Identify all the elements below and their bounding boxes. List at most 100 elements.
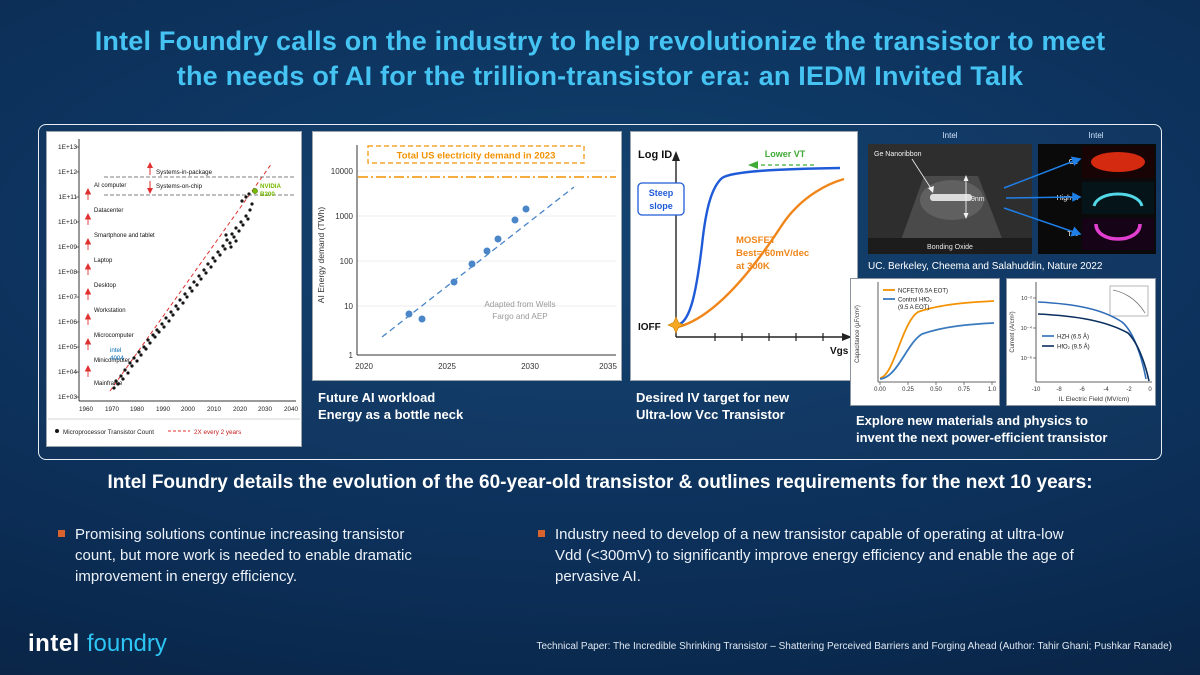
svg-text:0.00: 0.00 (874, 387, 886, 393)
svg-text:2035: 2035 (599, 362, 617, 371)
svg-text:10⁻²: 10⁻² (1021, 296, 1032, 302)
gridlines (357, 170, 616, 307)
svg-text:Datacenter: Datacenter (94, 208, 123, 214)
svg-text:AI computer: AI computer (94, 183, 126, 189)
x-tick-labels: -10 -8 -6 -4 -2 0 (1032, 387, 1153, 393)
svg-text:0.50: 0.50 (930, 387, 942, 393)
y-tick-labels: 10⁻² 10⁻⁴ 10⁻⁶ (1021, 296, 1033, 362)
svg-text:1E+03: 1E+03 (58, 394, 77, 401)
slide-title: Intel Foundry calls on the industry to h… (0, 24, 1200, 94)
svg-text:2040: 2040 (284, 406, 299, 413)
legend-points-label: Microprocessor Transistor Count (63, 429, 154, 436)
x-axis-label: IL Electric Field (MV/cm) (1059, 396, 1130, 403)
fig2-caption-line1: Future AI workload (318, 390, 436, 405)
fig3-caption: Desired IV target for new Ultra-low Vcc … (636, 389, 789, 423)
svg-text:-4: -4 (1103, 387, 1109, 393)
slide-title-line2: the needs of AI for the trillion-transis… (176, 61, 1024, 91)
bullet-item-2: Industry need to develop of a new transi… (538, 524, 1083, 587)
y-tick-labels: 1E+13 1E+12 1E+11 1E+10 1E+09 1E+08 1E+07 1E… (58, 144, 77, 401)
log-id-label: Log ID (638, 149, 672, 161)
y-ticks (1033, 297, 1036, 359)
svg-text:Minicomputer: Minicomputer (94, 358, 130, 364)
svg-text:1E+12: 1E+12 (58, 169, 77, 176)
slide-title-line1: Intel Foundry calls on the industry to h… (94, 26, 1106, 56)
material-thumbnails: Ge High-K TiN (1038, 144, 1156, 254)
svg-text:2010: 2010 (207, 406, 222, 413)
svg-text:100: 100 (340, 257, 354, 266)
bullet-text-2: Industry need to develop of a new transi… (555, 526, 1074, 585)
svg-text:1E+07: 1E+07 (58, 294, 77, 301)
intel-foundry-logo: intel foundry (28, 630, 167, 658)
tem-image: Ge Nanoribbon 9nm Bonding Oxide (868, 144, 1032, 254)
axes (356, 145, 616, 356)
svg-text:2000: 2000 (181, 406, 196, 413)
intel-4004-annotation: intel 4004 (110, 347, 124, 362)
svg-text:1E+10: 1E+10 (58, 219, 77, 226)
ioff-star (667, 316, 685, 334)
y-axis-label: Current (A/cm²) (1010, 311, 1016, 352)
inset-curve (1112, 289, 1146, 314)
leakage-legend: HZH (6.5 Å) HfO₂ (9.5 Å) (1042, 334, 1090, 351)
y-axis-label: Capacitance (µF/cm²) (855, 305, 861, 363)
svg-text:1980: 1980 (130, 406, 145, 413)
systems-on-chip-label: Systems-on-chip (156, 183, 203, 190)
figures-panel (38, 124, 1162, 460)
svg-text:1: 1 (349, 351, 354, 360)
svg-text:-10: -10 (1032, 387, 1041, 393)
berkeley-citation: UC. Berkeley, Cheema and Salahuddin, Nat… (868, 261, 1103, 272)
intel-label-left: Intel (942, 131, 957, 140)
bullet-text-1: Promising solutions continue increasing … (75, 526, 412, 585)
svg-text:HZH (6.5 Å): HZH (6.5 Å) (1057, 334, 1089, 341)
leakage-plot: 10⁻² 10⁻⁴ 10⁻⁶ HZH (6.5 Å) HfO₂ (9.5 Å) … (1006, 278, 1156, 406)
svg-text:10: 10 (344, 302, 353, 311)
materials-images: Intel Intel Ge Nanoribbon 9nm Bonding Ox… (868, 131, 1156, 254)
svg-text:1.0: 1.0 (988, 387, 997, 393)
x-ticks (714, 333, 824, 341)
fig4-caption: Explore new materials and physics to inv… (856, 412, 1107, 446)
svg-text:B200: B200 (260, 191, 275, 198)
technical-paper-note: Technical Paper: The Incredible Shrinkin… (536, 641, 1172, 652)
svg-text:Mainframe: Mainframe (94, 381, 123, 387)
svg-text:2020: 2020 (355, 362, 373, 371)
svg-text:-2: -2 (1126, 387, 1132, 393)
bullet-marker (58, 530, 65, 537)
svg-text:0.75: 0.75 (958, 387, 970, 393)
svg-text:1E+11: 1E+11 (59, 194, 78, 201)
svg-text:1960: 1960 (79, 406, 94, 413)
ai-energy-chart: 10000 1000 100 10 1 2020 2025 2030 2035 AI E… (312, 131, 622, 381)
fig3-caption-line1: Desired IV target for new (636, 390, 790, 405)
svg-text:Laptop: Laptop (94, 258, 113, 264)
svg-text:Fargo and AEP: Fargo and AEP (492, 312, 548, 321)
svg-text:10000: 10000 (331, 167, 354, 176)
svg-text:0.25: 0.25 (902, 387, 914, 393)
steep-slope-curve (677, 166, 841, 327)
transistor-count-chart: 1E+13 1E+12 1E+11 1E+10 1E+09 1E+08 1E+07 1E… (46, 131, 302, 447)
svg-text:2030: 2030 (521, 362, 539, 371)
ai-trend-line (381, 186, 575, 338)
svg-text:(9.5 A EOT): (9.5 A EOT) (898, 305, 929, 311)
systems-dashed-lines (104, 176, 294, 196)
ge-nanoribbon-label: Ge Nanoribbon (874, 151, 922, 158)
capacitance-plot: NCFET(6.5A EOT) Control HfO₂ (9.5 A EOT)… (850, 278, 1000, 406)
chart-legend: Microprocessor Transistor Count 2X every… (55, 429, 241, 436)
mosfet-curve (677, 177, 845, 329)
ioff-annotation: IOFF (638, 316, 685, 334)
svg-text:NVIDIA: NVIDIA (260, 183, 282, 190)
x-axis-arrowhead (842, 333, 852, 341)
svg-text:at 300K: at 300K (736, 261, 770, 272)
us-demand-banner: Total US electricity demand in 2023 (397, 151, 556, 162)
svg-text:2030: 2030 (258, 406, 273, 413)
nvidia-b200-annotation: NVIDIA B200 (252, 183, 282, 198)
fig2-caption-line2: Energy as a bottle neck (318, 407, 464, 422)
svg-text:1970: 1970 (105, 406, 120, 413)
lower-vt-annotation: Lower VT (748, 149, 814, 169)
svg-text:1E+04: 1E+04 (58, 369, 77, 376)
fig4-caption-line1: Explore new materials and physics to (856, 413, 1088, 428)
svg-text:intel: intel (110, 347, 121, 354)
svg-text:Adapted from Wells: Adapted from Wells (484, 300, 555, 309)
svg-text:Lower VT: Lower VT (765, 149, 806, 159)
logo-intel: intel (28, 630, 80, 657)
svg-text:IOFF: IOFF (638, 322, 661, 333)
svg-text:Steep: Steep (649, 188, 674, 198)
